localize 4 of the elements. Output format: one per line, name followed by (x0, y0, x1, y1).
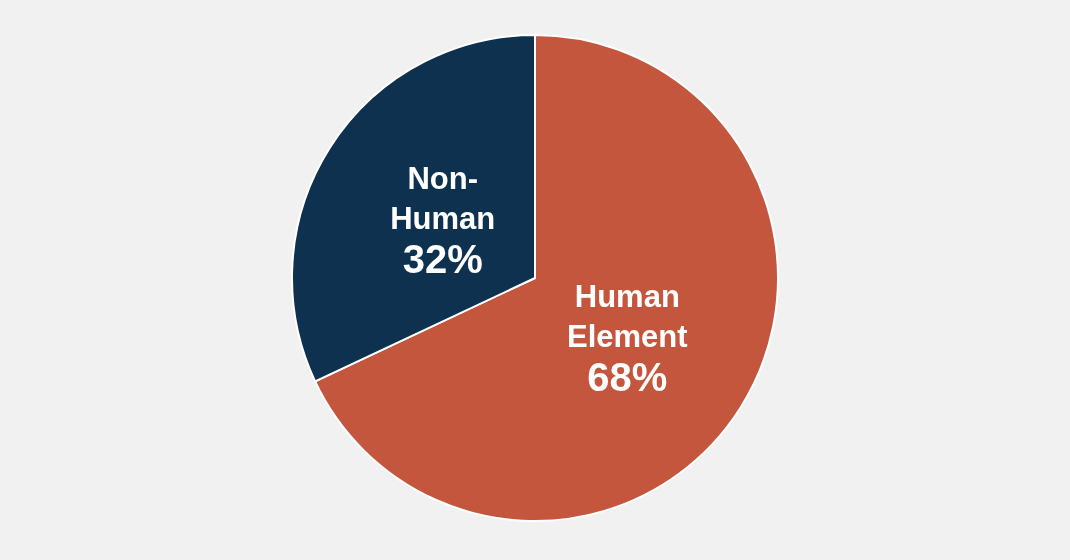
slice-label: Non-Human (390, 161, 496, 237)
data-label: 32% (402, 237, 483, 282)
data-label: 68% (587, 354, 668, 399)
slice-label: Human Element (567, 278, 688, 354)
